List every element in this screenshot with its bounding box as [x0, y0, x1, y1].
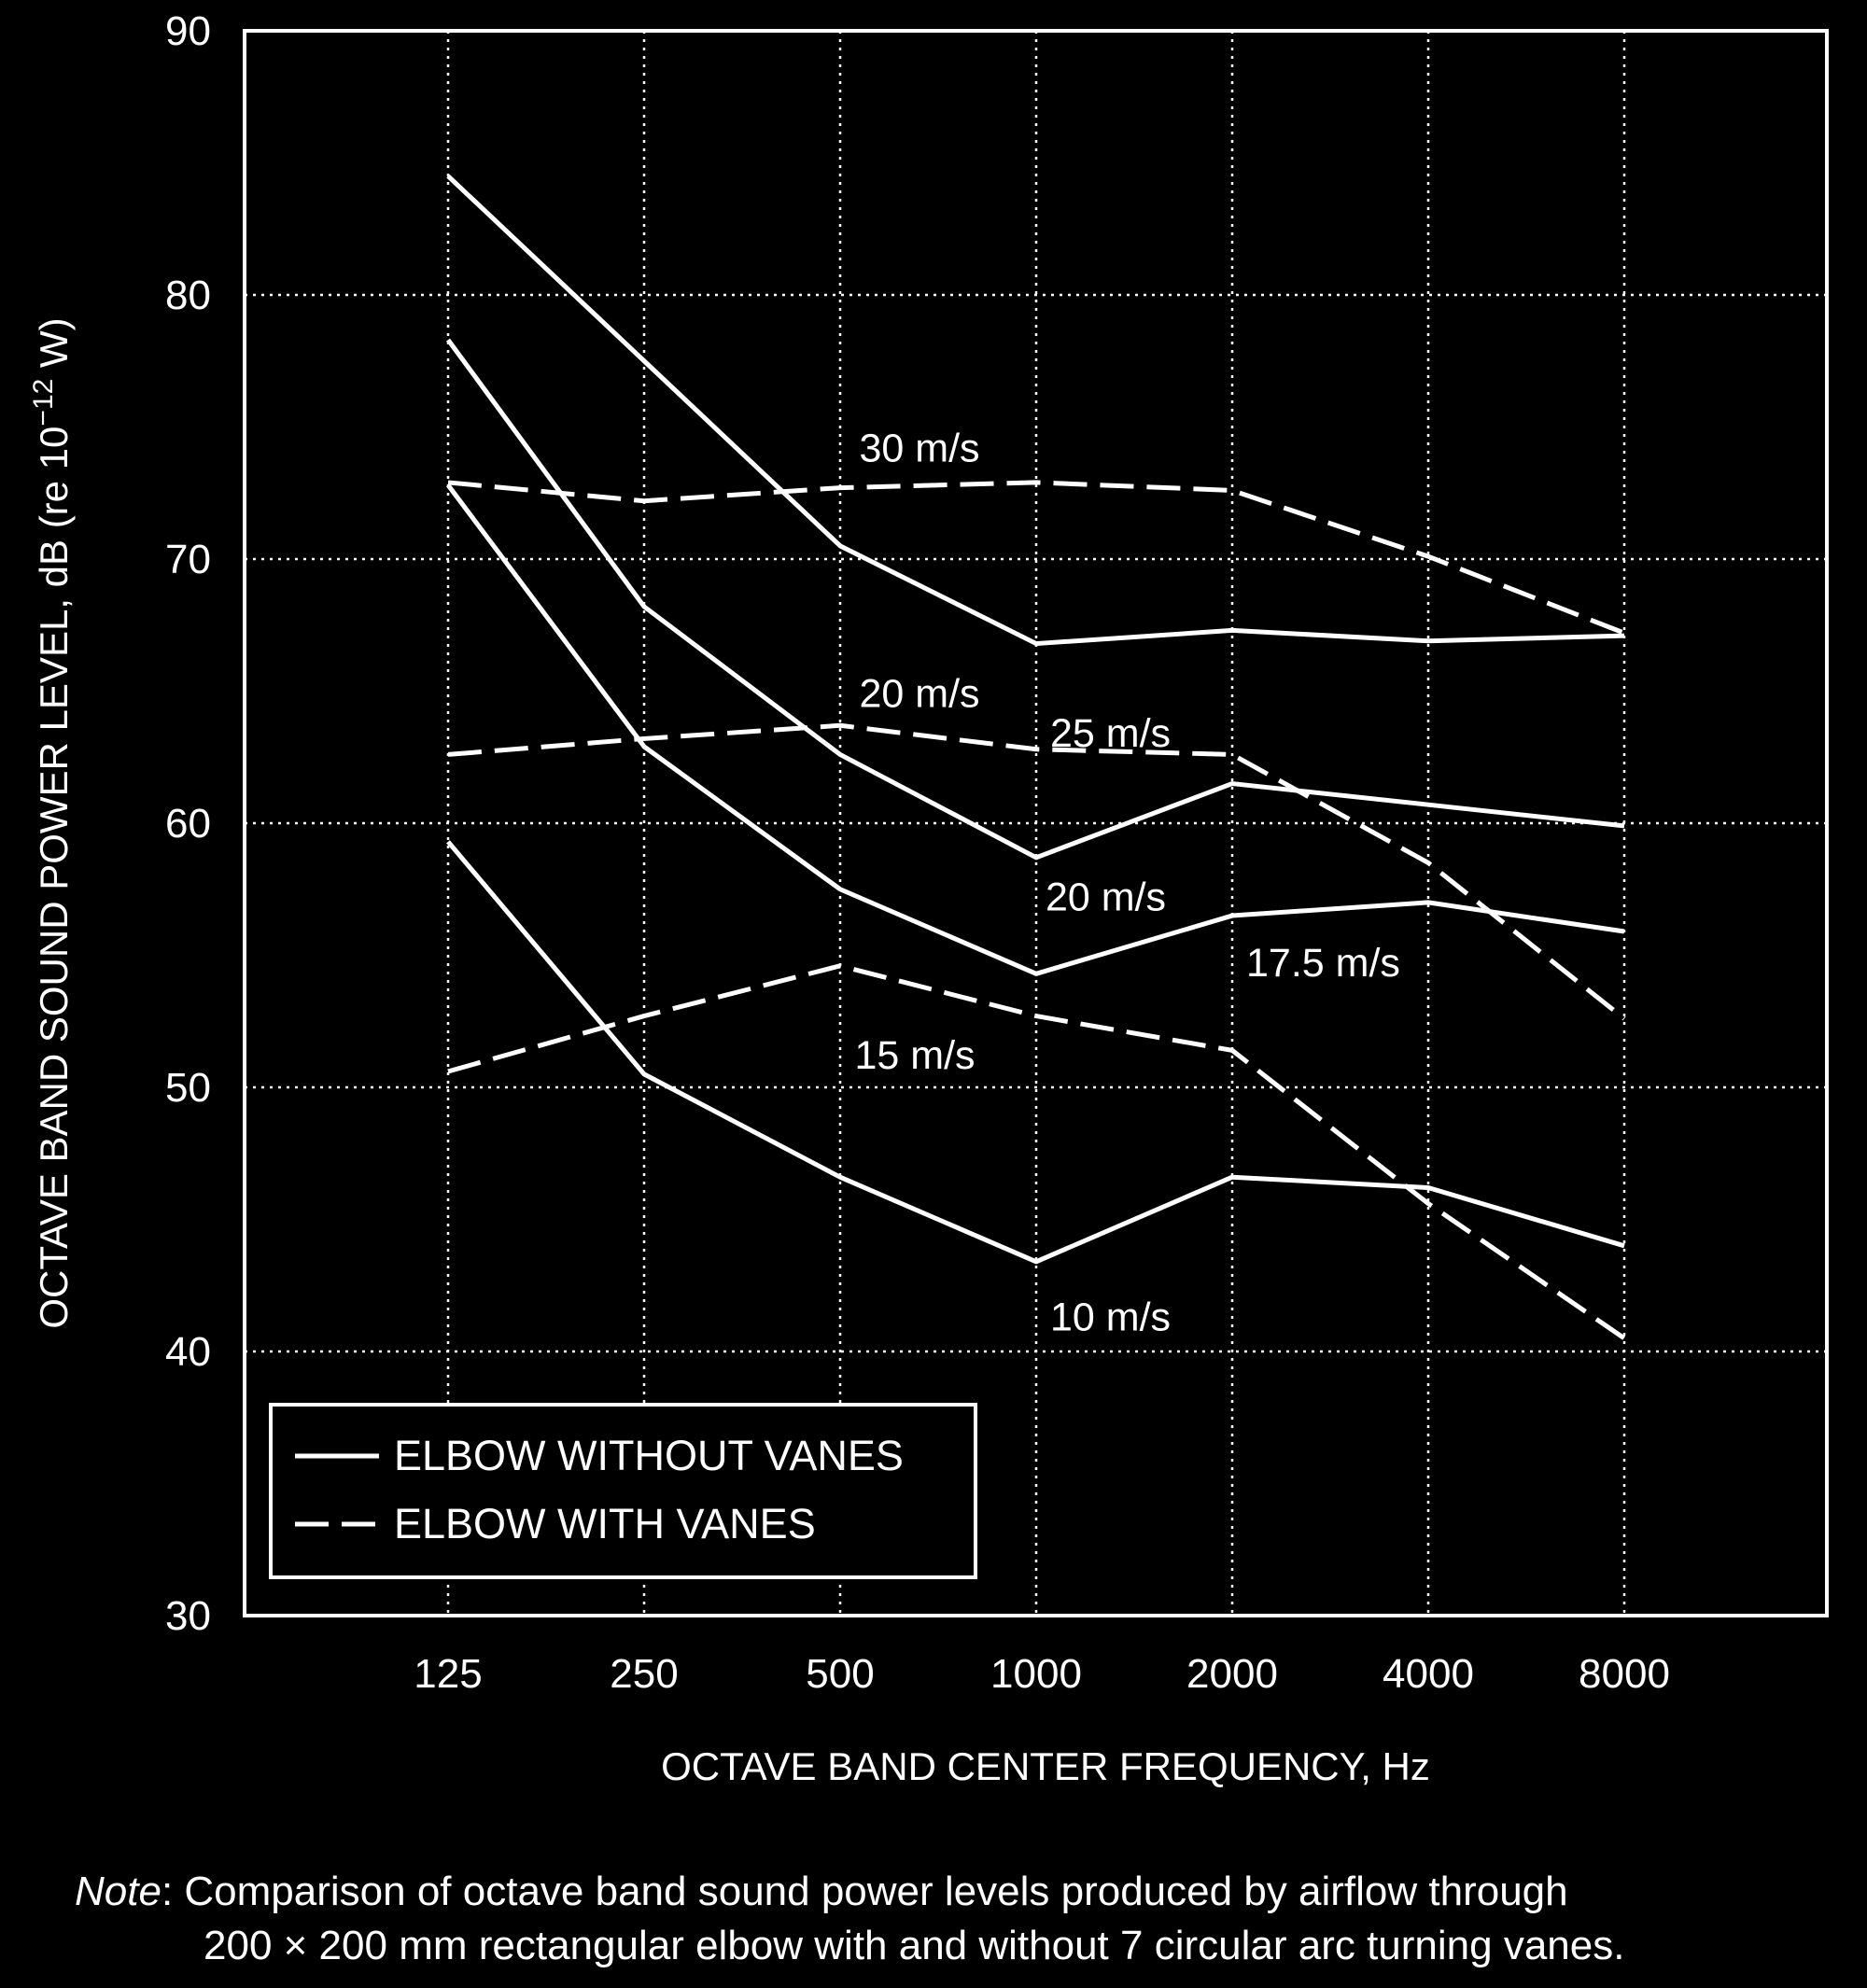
x-tick-label: 2000: [1186, 1651, 1278, 1697]
series-line: [447, 480, 1625, 636]
series-line: [445, 338, 1625, 861]
series-lines: [445, 174, 1626, 1340]
y-tick-label: 30: [165, 1593, 211, 1639]
series-label: 20 m/s: [1046, 875, 1166, 919]
y-axis-label-exponent: −12: [28, 379, 59, 427]
series-label: 20 m/s: [859, 671, 979, 716]
y-tick-labels: 30 40 50 60 70 80 90: [165, 8, 211, 1639]
y-tick-label: 50: [165, 1065, 211, 1111]
y-tick-label: 40: [165, 1329, 211, 1375]
line-chart: 30 40 50 60 70 80 90 125 250 500 1000 2000 4000 8000…: [28, 8, 1829, 1788]
x-tick-label: 1000: [990, 1651, 1082, 1697]
x-tick-label: 125: [414, 1651, 482, 1697]
y-tick-label: 90: [165, 8, 211, 54]
series-label: 30 m/s: [859, 426, 979, 470]
series-label: 10 m/s: [1050, 1295, 1171, 1339]
series-line: [446, 174, 1625, 647]
x-tick-labels: 125 250 500 1000 2000 4000 8000: [414, 1651, 1670, 1697]
legend-box: [269, 1403, 977, 1579]
y-tick-label: 80: [165, 273, 211, 318]
note-line-1: : Comparison of octave band sound power …: [161, 1869, 1568, 1914]
legend-label-without-vanes: ELBOW WITHOUT VANES: [394, 1432, 904, 1479]
x-tick-label: 250: [610, 1651, 678, 1697]
x-tick-label: 500: [806, 1651, 874, 1697]
series-line: [445, 483, 1625, 976]
x-axis-label: OCTAVE BAND CENTER FREQUENCY, Hz: [661, 1744, 1430, 1788]
x-tick-label: 4000: [1383, 1651, 1474, 1697]
y-tick-label: 60: [165, 801, 211, 847]
gridlines: [245, 31, 1827, 1616]
y-axis-label-main: OCTAVE BAND SOUND POWER LEVEL, dB (re 10: [32, 427, 76, 1329]
plot-frame: [243, 29, 1829, 1617]
y-tick-label: 70: [165, 537, 211, 582]
series-label: 15 m/s: [854, 1033, 975, 1078]
series-line: [447, 722, 1626, 1021]
note-line-2: 200 × 200 mm rectangular elbow with and …: [204, 1923, 1625, 1968]
y-axis-label: OCTAVE BAND SOUND POWER LEVEL, dB (re 10…: [28, 317, 76, 1328]
series-labels: 25 m/s 20 m/s 17.5 m/s 10 m/s 30 m/s 20 m/s 15…: [854, 426, 1399, 1339]
x-tick-label: 8000: [1579, 1651, 1670, 1697]
legend-label-with-vanes: ELBOW WITH VANES: [394, 1500, 816, 1547]
series-line: [447, 963, 1626, 1340]
series-label: 17.5 m/s: [1246, 941, 1400, 986]
legend: ELBOW WITHOUT VANES ELBOW WITH VANES: [269, 1403, 977, 1579]
figure-note: Note: Comparison of octave band sound po…: [75, 1865, 1848, 1973]
note-prefix: Note: [75, 1869, 161, 1914]
series-line: [446, 840, 1625, 1265]
y-axis-label-unit: W): [32, 317, 76, 378]
series-label: 25 m/s: [1050, 711, 1171, 756]
